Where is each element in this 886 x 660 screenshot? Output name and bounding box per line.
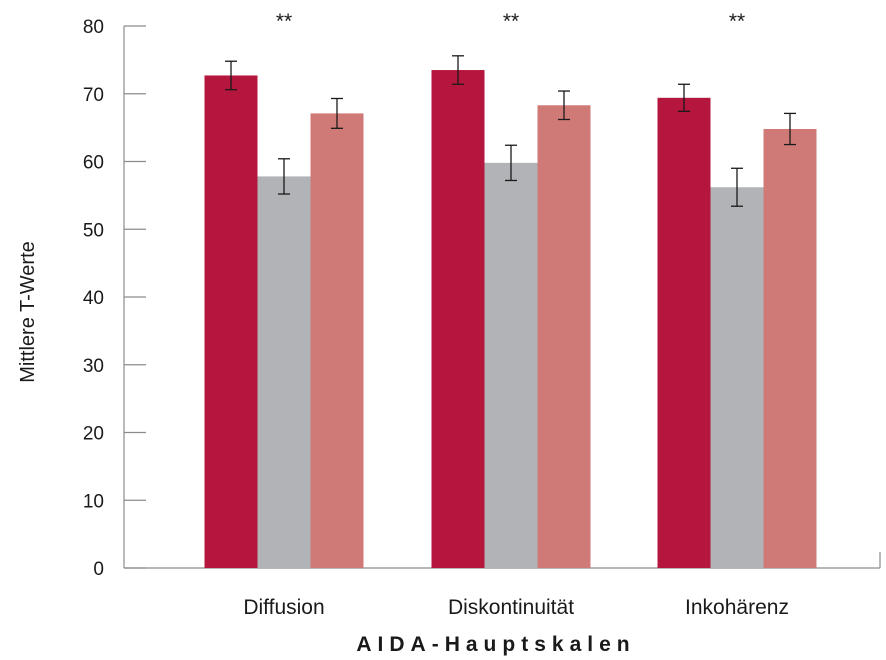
bar xyxy=(484,162,538,569)
y-axis: 0 10 20 30 40 50 60 70 80 xyxy=(83,17,146,580)
error-bar xyxy=(731,167,743,207)
x-axis-label: AIDA-Hauptskalen xyxy=(356,633,635,656)
error-bar xyxy=(678,83,690,113)
significance-marker: ** xyxy=(276,10,292,33)
bar xyxy=(257,176,311,568)
y-tick-label: 10 xyxy=(83,491,104,512)
bars xyxy=(204,70,817,569)
significance-marker: ** xyxy=(503,10,519,33)
bar xyxy=(537,105,591,568)
bar xyxy=(431,70,485,568)
bar xyxy=(710,187,764,568)
x-tick-label: Diskontinuität xyxy=(448,596,574,619)
error-bar xyxy=(558,90,570,121)
error-bars xyxy=(225,55,796,207)
bar xyxy=(310,113,364,569)
error-bar xyxy=(452,55,464,85)
y-tick-label: 60 xyxy=(83,153,104,174)
error-bar xyxy=(784,112,796,146)
y-axis-label: Mittlere T-Werte xyxy=(17,241,39,383)
x-tick-label: Diffusion xyxy=(243,596,324,619)
y-tick-label: 70 xyxy=(83,85,104,106)
error-bar xyxy=(505,144,517,182)
y-tick-label: 30 xyxy=(83,356,104,377)
significance-marker: ** xyxy=(729,10,745,33)
error-bar xyxy=(331,97,343,129)
bar xyxy=(657,97,711,568)
x-tick-label: Inkohärenz xyxy=(685,596,789,619)
bar xyxy=(763,128,817,569)
y-tick-label: 20 xyxy=(83,424,104,445)
error-bar xyxy=(225,60,237,91)
error-bar xyxy=(278,158,290,195)
y-tick-label: 50 xyxy=(83,220,104,241)
y-tick-label: 80 xyxy=(83,17,104,38)
bar xyxy=(204,75,258,569)
significance-annotations: ** ** ** xyxy=(276,10,745,33)
y-tick-label: 40 xyxy=(83,288,104,309)
y-tick-label: 0 xyxy=(93,559,104,580)
